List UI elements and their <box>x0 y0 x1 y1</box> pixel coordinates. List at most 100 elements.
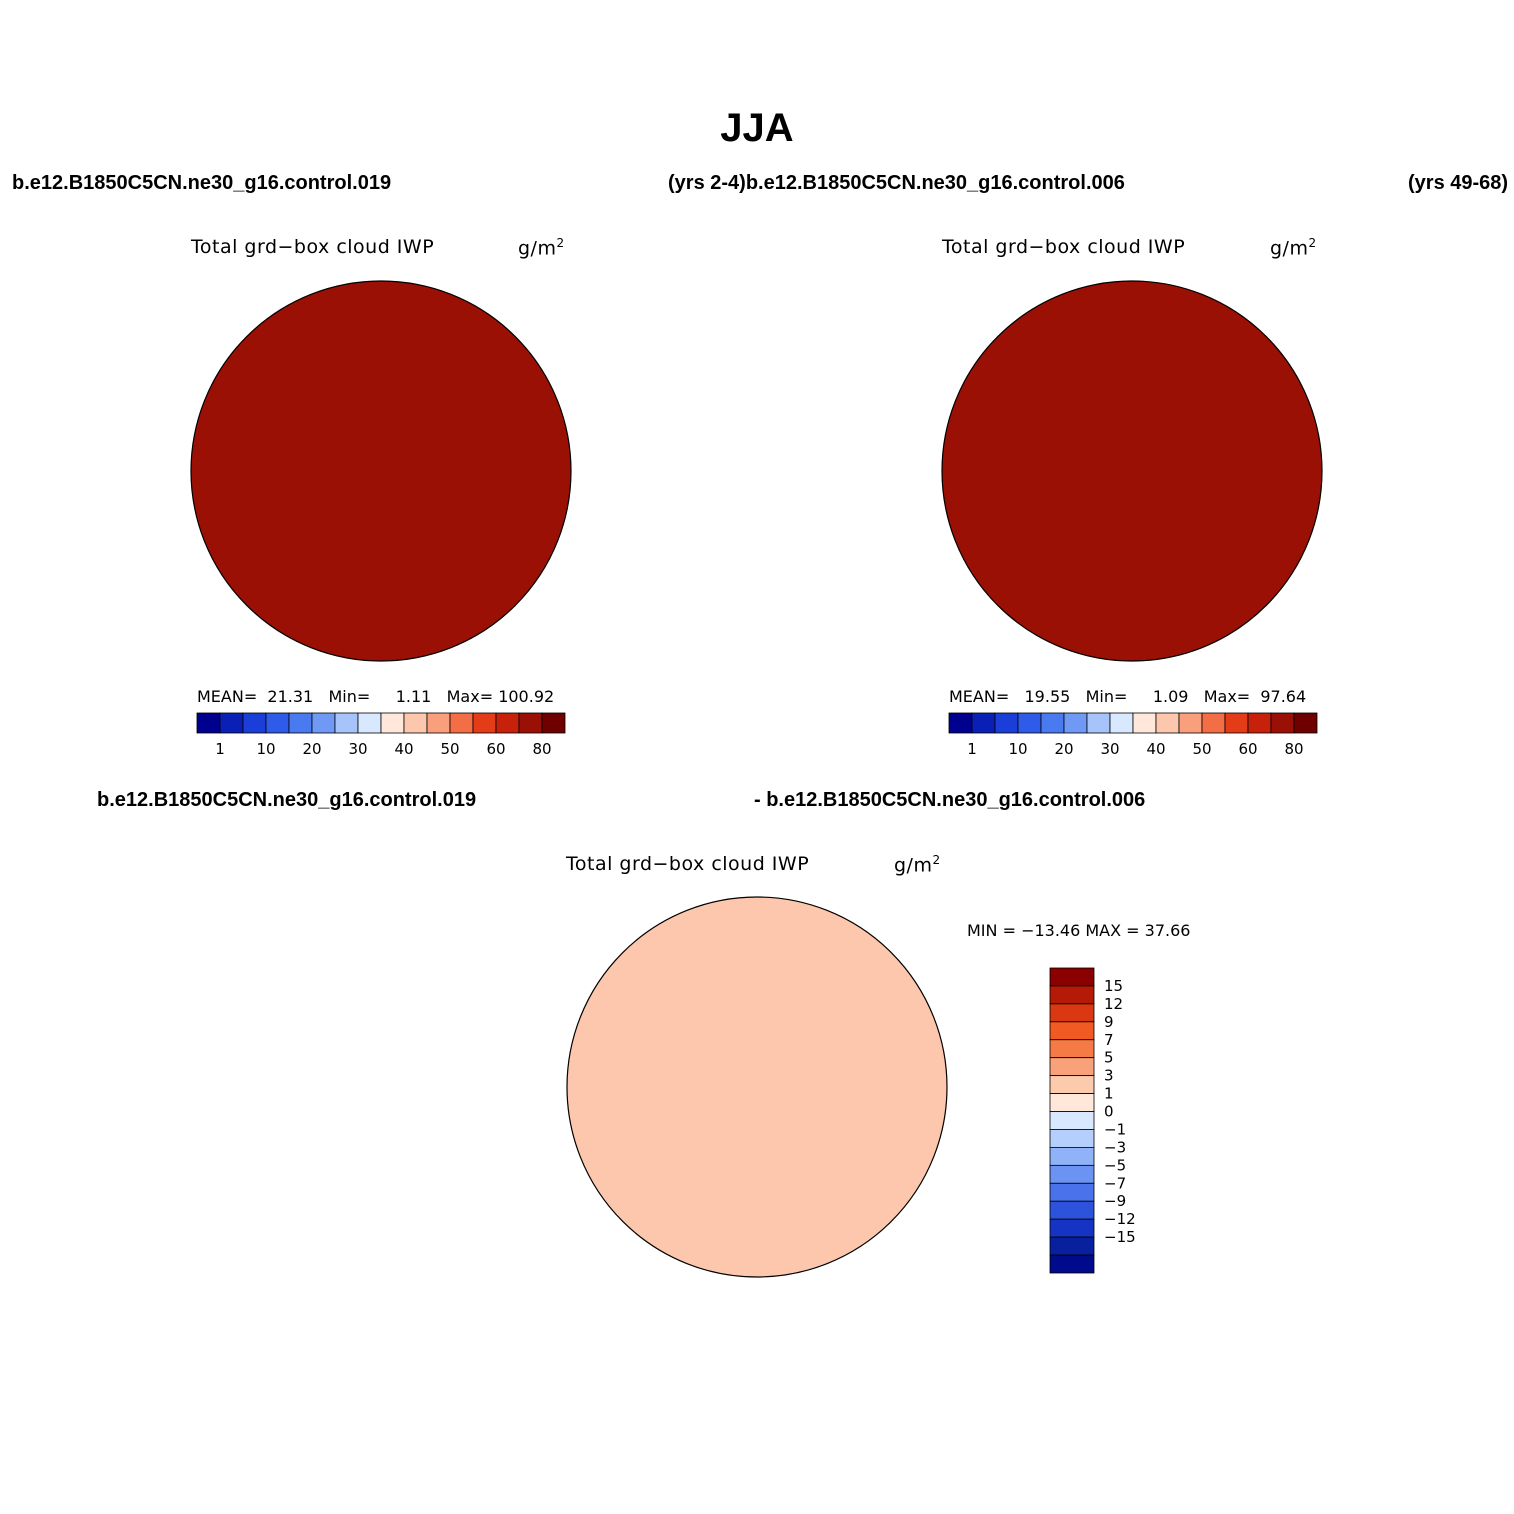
colorbar3-tick-label: −7 <box>1104 1174 1126 1192</box>
map1-field-deepblue <box>305 384 477 561</box>
colorbar1-swatch <box>449 712 474 734</box>
panel3-variable-title: Total grd−box cloud IWP <box>566 853 810 875</box>
diff-label-left: b.e12.B1850C5CN.ne30_g16.control.019 <box>97 789 477 811</box>
colorbar2-swatch <box>1293 712 1318 734</box>
colorbar3-tick-label: −3 <box>1104 1138 1126 1156</box>
colorbar2-swatch <box>1109 712 1134 734</box>
panel2-variable-title: Total grd−box cloud IWP <box>942 236 1186 258</box>
colorbar3-swatch <box>1049 1003 1095 1023</box>
map1-field <box>191 281 571 661</box>
colorbar3-swatch <box>1049 1200 1095 1220</box>
colorbar3-tick-label: 7 <box>1104 1031 1114 1049</box>
colorbar2-swatch <box>1155 712 1180 734</box>
colorbar1-swatch <box>334 712 359 734</box>
colorbar3-swatch <box>1049 1129 1095 1148</box>
colorbar2-swatch <box>1063 712 1088 734</box>
colorbar2-swatch <box>1017 712 1042 734</box>
colorbar3-tick-label: −5 <box>1104 1156 1126 1174</box>
colorbar3-tick-label: 12 <box>1104 995 1123 1013</box>
panel1-variable-title: Total grd−box cloud IWP <box>191 236 435 258</box>
map1-field-lightblue <box>244 321 526 625</box>
colorbar1-swatch <box>472 712 497 734</box>
colorbar3-tick-label: −12 <box>1104 1210 1136 1228</box>
map1-coastline <box>285 369 494 567</box>
colorbar1-tick-label: 1 <box>215 740 225 758</box>
figure-title: JJA <box>720 106 794 150</box>
colorbar1-tick-label: 50 <box>440 740 459 758</box>
case-label-right: (yrs 49-68) <box>1408 172 1509 194</box>
colorbar2-swatch <box>1178 712 1203 734</box>
map2-field-orange <box>951 300 1293 650</box>
colorbar2-swatch <box>1201 712 1226 734</box>
map2-field-lightblue <box>995 321 1277 625</box>
map1-frame <box>190 280 572 662</box>
colorbar3-swatch <box>1049 1182 1095 1202</box>
map2-frame <box>941 280 1323 662</box>
colorbar3-swatch <box>1049 1147 1095 1166</box>
colorbar2-swatch <box>1247 712 1272 734</box>
map3-field-continent <box>662 988 869 1184</box>
colorbar1-swatch <box>288 712 313 734</box>
colorbar3-swatch <box>1049 1057 1095 1077</box>
colorbar3-swatch <box>1049 1021 1095 1041</box>
colorbar1-swatch <box>426 712 451 734</box>
colorbar3-swatch <box>1049 1164 1095 1184</box>
colorbar2-tick-label: 80 <box>1284 740 1303 758</box>
map2-field-pale <box>980 309 1284 637</box>
map2-field-midblue <box>1008 328 1268 618</box>
colorbar2-swatch <box>1224 712 1249 734</box>
colorbar1-swatch <box>541 712 566 734</box>
colorbar2-swatch <box>1086 712 1111 734</box>
map2-field-blue <box>1029 353 1251 589</box>
colorbar2-tick-label: 20 <box>1054 740 1073 758</box>
colorbar2-tick-label: 10 <box>1008 740 1027 758</box>
colorbar3-tick-label: 15 <box>1104 977 1123 995</box>
colorbar3-tick-label: 3 <box>1104 1067 1114 1085</box>
colorbar1-swatch <box>403 712 428 734</box>
map1-field-outer <box>191 281 571 661</box>
colorbar2-tick-label: 50 <box>1192 740 1211 758</box>
colorbar1-tick-label: 10 <box>256 740 275 758</box>
colorbar1-tick-label: 30 <box>348 740 367 758</box>
map3-field-blue-left <box>567 1001 638 1211</box>
colorbar1-swatch <box>265 712 290 734</box>
map3-field-blue-bottom <box>671 1185 881 1262</box>
colorbar3-swatch <box>1049 1254 1095 1274</box>
map2-field-deepblue <box>1056 384 1228 561</box>
colorbar2-tick-label: 60 <box>1238 740 1257 758</box>
map1-field-blue <box>278 353 500 589</box>
colorbar3-tick-label: 0 <box>1104 1103 1114 1121</box>
colorbar1-swatch <box>242 712 267 734</box>
map1-field-orange <box>200 300 542 650</box>
panel1-units: g/m2 <box>518 236 565 260</box>
diff-label-right: - b.e12.B1850C5CN.ne30_g16.control.006 <box>754 789 1146 811</box>
map2-coastline <box>1036 369 1245 567</box>
colorbar3-tick-label: 9 <box>1104 1013 1114 1031</box>
map3-field-red-spot <box>614 1157 672 1226</box>
colorbar1-swatch <box>357 712 382 734</box>
colorbar2-swatch <box>971 712 996 734</box>
colorbar1-swatch <box>311 712 336 734</box>
colorbar1-swatch <box>219 712 244 734</box>
colorbar3-tick-label: −9 <box>1104 1192 1126 1210</box>
panel3-minmax: MIN = −13.46 MAX = 37.66 <box>967 921 1191 940</box>
colorbar2-tick-label: 40 <box>1146 740 1165 758</box>
map3-field-bg <box>567 897 947 1277</box>
colorbar1-tick-label: 40 <box>394 740 413 758</box>
map3-field-east <box>781 1030 866 1163</box>
colorbar3-swatch <box>1049 1218 1095 1238</box>
colorbar1-swatch <box>380 712 405 734</box>
map1-field-midblue <box>257 328 517 618</box>
panel2-units: g/m2 <box>1270 236 1317 260</box>
colorbar3-swatch <box>1049 1075 1095 1094</box>
panel2-stats: MEAN= 19.55 Min= 1.09 Max= 97.64 <box>949 687 1307 706</box>
map3-field-darkred <box>832 897 947 1020</box>
map1-field-pale <box>229 309 533 637</box>
colorbar2-swatch <box>1132 712 1157 734</box>
map1-field-red <box>191 290 550 661</box>
colorbar2-swatch <box>1040 712 1065 734</box>
colorbar3-tick-label: 5 <box>1104 1049 1114 1067</box>
map2-field-red <box>942 290 1301 661</box>
panel3-units: g/m2 <box>894 853 941 877</box>
colorbar1-tick-label: 80 <box>532 740 551 758</box>
